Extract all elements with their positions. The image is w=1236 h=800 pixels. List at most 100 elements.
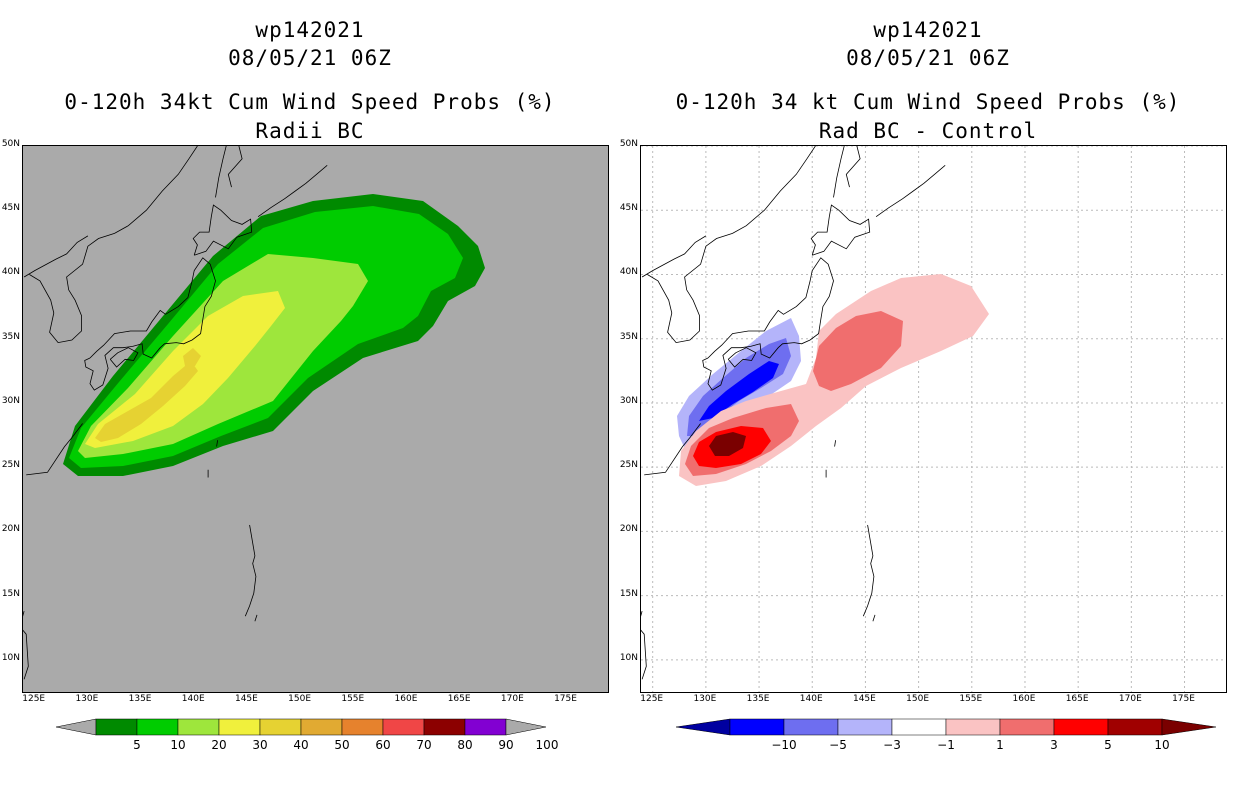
colorbar-label: 80 <box>457 738 473 752</box>
right-title-date: 08/05/21 06Z <box>846 46 1010 70</box>
lat-label: 25N <box>1 460 20 471</box>
diff-contour-pos10 <box>709 432 746 456</box>
colorbar-swatch <box>218 718 261 736</box>
colorbar-label: −10 <box>771 738 797 752</box>
probability-field <box>63 194 485 476</box>
lon-label: 155E <box>959 694 983 704</box>
coastline-segment <box>23 610 29 680</box>
coastline-segment <box>862 524 875 617</box>
colorbar-label: 5 <box>1104 738 1112 752</box>
coastline-segment <box>216 440 218 447</box>
coastline-segment <box>641 610 647 680</box>
colorbar-label: 100 <box>535 738 559 752</box>
lon-label: 150E <box>906 694 930 704</box>
lon-label: 135E <box>746 694 770 704</box>
lon-label: 150E <box>288 694 312 704</box>
right-map-panel <box>640 145 1227 693</box>
coastline-segment <box>26 423 83 476</box>
colorbar-swatch <box>464 718 507 736</box>
colorbar-extend-high <box>505 718 547 736</box>
lat-label: 25N <box>619 460 638 471</box>
coastline-segment <box>192 204 253 256</box>
coastline-segment <box>23 235 89 278</box>
lat-label: 15N <box>1 588 20 599</box>
left-map-svg <box>23 146 485 680</box>
coastlines <box>23 146 328 680</box>
lon-label: 160E <box>1012 694 1036 704</box>
lat-label: 20N <box>619 524 638 535</box>
lon-label: 145E <box>852 694 876 704</box>
colorbar-swatch <box>783 718 839 736</box>
coastline-segment <box>29 146 198 344</box>
colorbar-swatch <box>729 718 785 736</box>
colorbar-swatch <box>95 718 138 736</box>
colorbar-swatch <box>382 718 425 736</box>
coastlines <box>641 146 946 680</box>
colorbar-label: 10 <box>1154 738 1170 752</box>
lon-label: 160E <box>394 694 418 704</box>
prob-contour-40b <box>183 348 201 366</box>
lat-label: 50N <box>1 139 20 149</box>
lat-label: 35N <box>619 331 638 342</box>
colorbar-swatch <box>177 718 220 736</box>
lon-label: 135E <box>128 694 152 704</box>
lat-label: 50N <box>619 139 638 149</box>
colorbar-label: 10 <box>170 738 186 752</box>
difference-field <box>677 274 989 486</box>
lat-label: 40N <box>619 267 638 278</box>
diff-contour-neg5 <box>699 361 779 421</box>
coastline-segment <box>641 235 707 278</box>
colorbar-label: 40 <box>293 738 309 752</box>
colorbar-swatch <box>945 718 1001 736</box>
coastline-segment <box>833 146 845 198</box>
lat-label: 15N <box>619 588 638 599</box>
colorbar-label: −1 <box>937 738 955 752</box>
left-title-date: 08/05/21 06Z <box>228 46 392 70</box>
colorbar-swatch <box>300 718 343 736</box>
coastline-segment <box>834 440 836 447</box>
lon-label: 125E <box>640 694 664 704</box>
lon-label: 140E <box>799 694 823 704</box>
gridlines <box>641 146 1226 692</box>
coastline-segment <box>109 347 139 368</box>
lon-label: 125E <box>22 694 46 704</box>
lat-label: 45N <box>1 203 20 214</box>
coastline-segment <box>254 614 258 622</box>
left-title-storm: wp142021 <box>255 18 365 42</box>
coastline-segment <box>702 257 834 391</box>
left-title-product: 0-120h 34kt Cum Wind Speed Probs (%) <box>64 90 556 114</box>
coastline-segment <box>810 204 871 256</box>
prob-contour-40 <box>95 361 198 442</box>
colorbar-swatch <box>259 718 302 736</box>
colorbar-label: 60 <box>375 738 391 752</box>
colorbar-label: 3 <box>1050 738 1058 752</box>
lon-label: 145E <box>234 694 258 704</box>
colorbar-swatch <box>999 718 1055 736</box>
coastline-segment <box>215 146 227 198</box>
colorbar-swatch <box>1053 718 1109 736</box>
lat-label: 10N <box>1 652 20 663</box>
colorbar-label: −3 <box>883 738 901 752</box>
diff-contour-pos3b <box>813 311 903 391</box>
lat-label: 35N <box>1 331 20 342</box>
colorbar-extend-low <box>676 718 731 736</box>
lat-label: 45N <box>619 203 638 214</box>
lon-label: 130E <box>693 694 717 704</box>
colorbar-label: 5 <box>133 738 141 752</box>
coastline-segment <box>244 524 257 617</box>
coastline-segment <box>647 146 816 344</box>
colorbar-label: 90 <box>498 738 514 752</box>
coastline-segment <box>644 423 701 476</box>
coastline-segment <box>727 347 757 368</box>
right-map-svg <box>641 146 1226 692</box>
lon-label: 155E <box>341 694 365 704</box>
colorbar-swatch <box>136 718 179 736</box>
lon-label: 175E <box>554 694 577 704</box>
left-map-panel <box>22 145 609 693</box>
colorbar-label: 50 <box>334 738 350 752</box>
colorbar-swatch <box>1107 718 1163 736</box>
lon-label: 130E <box>75 694 99 704</box>
lon-label: 165E <box>1065 694 1089 704</box>
right-title-product: 0-120h 34 kt Cum Wind Speed Probs (%) <box>675 90 1181 114</box>
right-title-storm: wp142021 <box>873 18 983 42</box>
